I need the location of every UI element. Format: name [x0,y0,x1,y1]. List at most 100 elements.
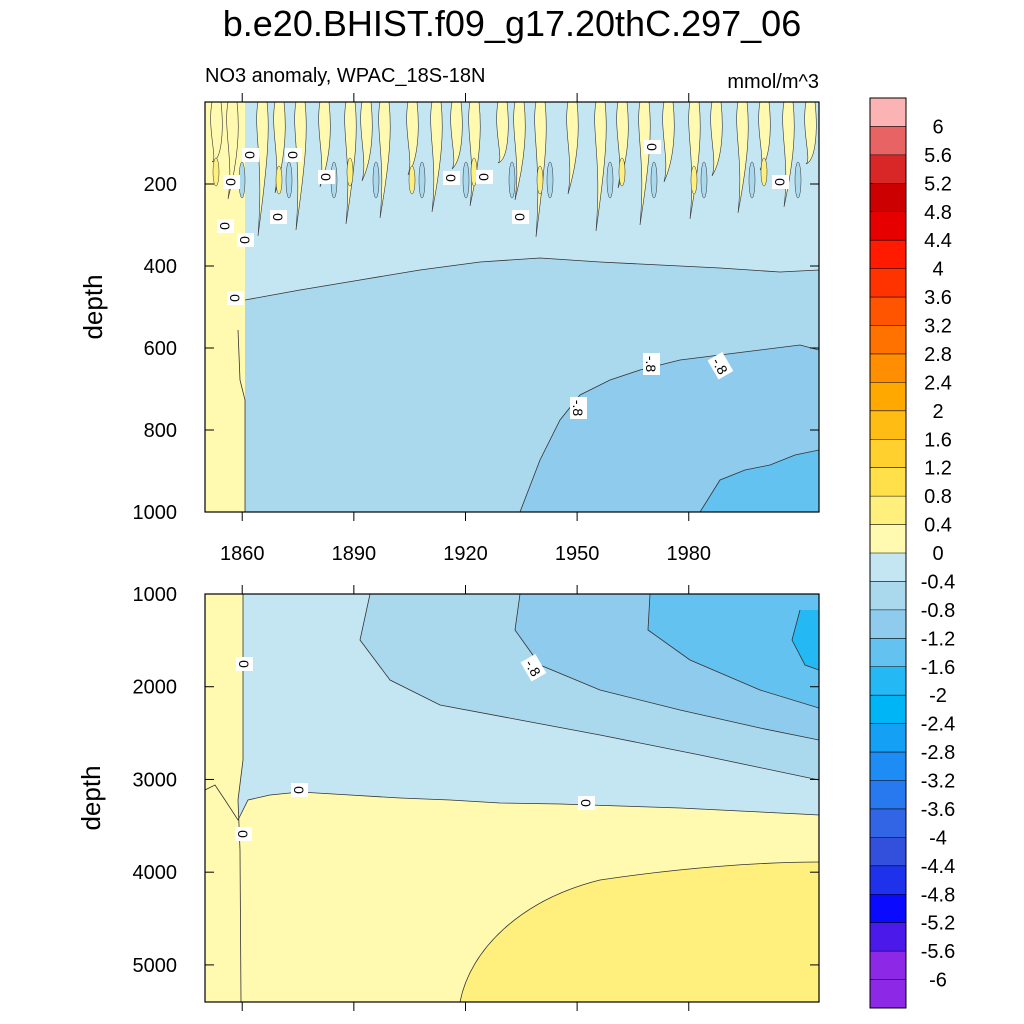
colorbar-swatch [870,154,906,184]
positive-stripe [688,102,701,220]
svg-text:-.8: -.8 [643,356,659,373]
negative-core [372,161,380,199]
lower-fill-pos04 [460,862,819,1002]
contour-label: 0 [772,175,789,189]
contour-label: 0 [443,171,460,185]
figure-title: b.e20.BHIST.f09_g17.20thC.297_06 [223,3,801,44]
positive-stripe [256,102,269,237]
colorbar-swatch [870,837,906,867]
positive-stripe [594,102,607,232]
x-tick-label: 1950 [555,543,600,565]
positive-stripe [450,102,463,170]
colorbar-swatch [870,695,906,725]
colorbar-label: -4 [929,827,947,849]
colorbar-swatch [870,353,906,383]
svg-text:0: 0 [217,222,233,230]
positive-stripe [273,102,286,194]
contour-label: 0 [223,175,240,189]
upper-fill-early-positive [205,102,245,512]
colorbar-label: -2.4 [921,714,955,736]
positive-stripe [804,102,817,165]
upper-y-ticks: 200 400 600 800 1000 [133,174,819,524]
positive-core [618,157,626,187]
contour-label: 0 [578,796,595,810]
contour-label: 0 [476,170,493,184]
positive-stripe [782,102,795,208]
contour-label: -.8 [570,397,587,419]
upper-fill-neg12 [700,450,819,512]
colorbar-label: 6 [932,116,943,138]
colorbar-label: 1.6 [924,429,952,451]
y-tick-label: 400 [144,256,177,278]
colorbar-swatch [870,268,906,298]
positive-stripe [736,102,749,214]
contour-label: 0 [270,210,287,224]
svg-text:0: 0 [237,236,253,244]
colorbar-label: -5.6 [921,941,955,963]
positive-stripe [210,102,223,163]
x-tick-label: 1920 [443,543,488,565]
colorbar-swatch [870,865,906,895]
svg-text:0: 0 [443,174,459,182]
negative-core [606,161,614,199]
positive-core [760,157,768,187]
colorbar-label: 4.8 [924,202,952,224]
y-tick-label: 5000 [133,955,178,977]
positive-stripe [513,102,526,201]
svg-text:0: 0 [270,213,286,221]
positive-stripe [406,102,419,176]
positive-stripe [378,102,391,219]
y-tick-label: 600 [144,338,177,360]
contour-label: -.8 [707,351,734,380]
contour-label: -.8 [520,653,547,682]
positive-stripe [662,102,675,183]
colorbar-label: -3.2 [921,771,955,793]
svg-text:-.8: -.8 [570,400,586,417]
y-tick-label: 800 [144,420,177,442]
svg-text:0: 0 [318,173,334,181]
upper-fill-neg04-b [370,300,400,512]
positive-stripe [638,102,651,226]
lower-frame [204,593,820,1003]
colorbar-label: 5.2 [924,173,952,195]
positive-stripe [710,102,723,177]
contour-label: 0 [291,783,308,797]
colorbar-label: -1.6 [921,657,955,679]
svg-text:0: 0 [644,143,660,151]
y-tick-label: 1000 [133,584,178,606]
contour-label: -.8 [643,353,660,375]
colorbar-swatch [870,183,906,213]
contour-label: 0 [285,148,302,162]
positive-stripe [294,102,307,231]
subtitle-left: NO3 anomaly, WPAC_18S-18N [205,65,485,87]
colorbar-label: 1.2 [924,458,952,480]
lower-x-ticks [241,585,690,1011]
svg-text:0: 0 [291,786,307,794]
colorbar-swatch [870,496,906,526]
positive-stripe [496,102,509,164]
contour-label: 0 [512,210,529,224]
contour-label: 0 [237,233,254,247]
colorbar-swatch [870,467,906,497]
svg-text:-.8: -.8 [522,657,544,679]
lower-fill-neg16 [792,610,819,670]
colorbar-swatch [870,98,906,127]
lower-y-ticks: 1000 2000 3000 4000 5000 [133,584,819,977]
colorbar-swatch [870,894,906,924]
contour-label: 0 [235,827,252,841]
negative-core [418,161,426,199]
colorbar-swatch [870,666,906,696]
svg-text:0: 0 [236,660,252,668]
lower-fill-neg12 [648,594,819,708]
colorbar-label: 0 [932,543,943,565]
positive-stripe [468,102,481,207]
contour-label: 0 [242,148,259,162]
positive-stripe [430,102,443,213]
negative-core [546,161,554,199]
positive-core [690,165,698,195]
negative-core [650,161,658,199]
svg-text:0: 0 [285,151,301,159]
colorbar-swatch [870,524,906,554]
colorbar-label: 4 [932,259,943,281]
colorbar-swatch [870,979,906,1009]
